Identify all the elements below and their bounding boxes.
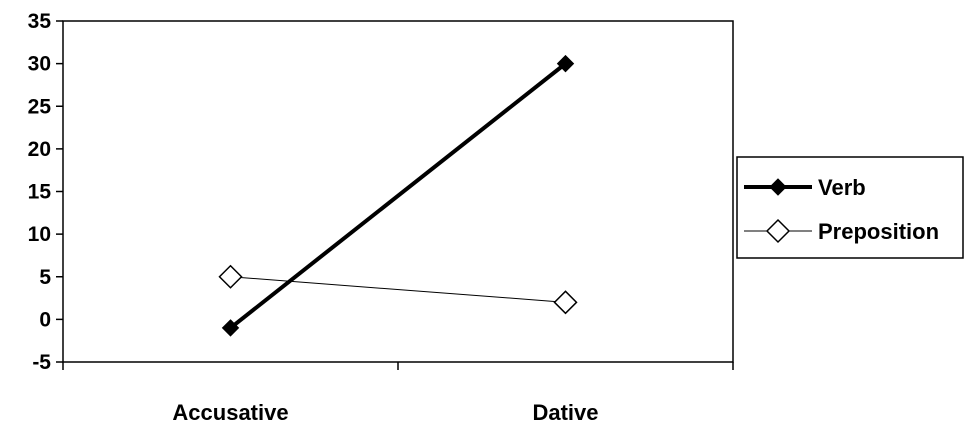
legend-item-verb: Verb: [744, 175, 866, 200]
y-tick-label: 35: [28, 10, 52, 33]
legend-label-preposition: Preposition: [818, 219, 939, 244]
series-preposition: [218, 264, 578, 315]
legend-item-preposition: Preposition: [744, 218, 939, 244]
data-point-preposition: [553, 290, 578, 315]
x-category-label: Accusative: [172, 400, 288, 425]
y-tick-label: 30: [28, 53, 51, 76]
legend-label-verb: Verb: [818, 175, 866, 200]
y-tick-label: 15: [28, 181, 52, 204]
y-tick-label: -5: [32, 351, 51, 374]
legend: Verb Preposition: [736, 156, 964, 259]
series-line-preposition: [230, 276, 566, 303]
y-tick-label: 20: [28, 138, 51, 161]
series-line-verb: [229, 62, 567, 330]
legend-box: [736, 156, 964, 259]
data-point-verb: [221, 319, 240, 337]
plot-area: [62, 20, 734, 363]
data-point-verb: [556, 54, 575, 73]
series-verb: [221, 54, 575, 337]
x-category-label: Dative: [532, 400, 598, 425]
y-tick-label: 25: [28, 95, 52, 118]
y-tick-label: 5: [39, 266, 51, 289]
y-tick-label: 10: [28, 223, 51, 246]
legend-marker-preposition: [765, 218, 791, 244]
y-tick-label: 0: [39, 308, 51, 331]
legend-marker-verb: [769, 178, 787, 196]
data-point-preposition: [218, 264, 243, 289]
